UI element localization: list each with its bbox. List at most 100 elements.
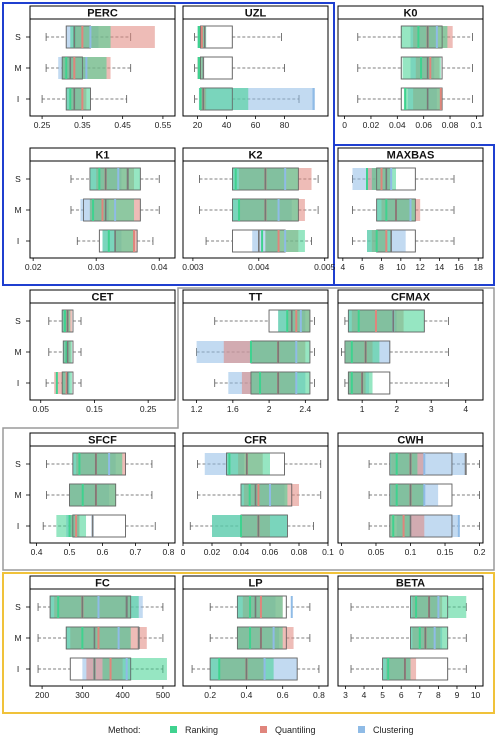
group-outlines	[2, 2, 495, 714]
x-tick-label: 0.15	[86, 404, 103, 414]
x-tick-label: 40	[222, 120, 232, 130]
panel-k0: K0 0 0.02 0.04 0.06 0.08 0.1	[337, 5, 484, 130]
x-tick-label: 0	[339, 547, 344, 557]
ranking-range	[371, 168, 396, 190]
plot-frame	[29, 302, 176, 401]
row-label: M	[14, 205, 21, 215]
ranking-range	[389, 453, 418, 475]
legend-swatch	[358, 726, 365, 733]
ranking-range	[250, 341, 310, 363]
ranking-range	[344, 341, 380, 363]
x-tick-label: 20	[193, 120, 203, 130]
x-tick-label: 80	[280, 120, 290, 130]
x-tick-label: 16	[454, 262, 464, 272]
iqr-outline	[400, 25, 443, 49]
ranking-range	[62, 57, 107, 79]
row-label: I	[17, 521, 19, 531]
row-label: S	[15, 459, 21, 469]
panel-uzl: UZL 20 40 60 80	[182, 5, 329, 130]
x-tick-label: 0.02	[204, 547, 221, 557]
x-tick-label: 2	[394, 404, 399, 414]
iqr-outline	[209, 657, 298, 681]
panel-fc: FC S M I 200 300 400 500	[14, 575, 176, 700]
panel-title: CFMAX	[391, 292, 431, 304]
panel-title: CET	[92, 292, 114, 304]
panel-k2: K2 0.003 0.004 0.005	[182, 147, 336, 272]
x-tick-label: 12	[415, 262, 425, 272]
ranking-range	[69, 484, 116, 506]
panel-title: SFCF	[88, 435, 117, 447]
iqr-outline	[199, 56, 233, 80]
row-label: M	[14, 347, 21, 357]
x-tick-label: 0.04	[389, 120, 406, 130]
ranking-range	[389, 484, 425, 506]
panel-cfr: CFR 0 0.02 0.04 0.06 0.08 0.1	[181, 432, 334, 557]
panel-beta: BETA 3 4 5 6 7 8 9 10	[337, 575, 484, 700]
iqr-outline	[98, 229, 138, 253]
iqr-outline	[83, 198, 141, 222]
x-tick-label: 3	[343, 690, 348, 700]
panel-k1: K1 S M I 0.02 0.03 0.04	[14, 147, 176, 272]
x-tick-label: 0.4	[241, 690, 253, 700]
panel-tt: TT 1.2 1.6 2 2.4	[182, 289, 329, 414]
x-tick-label: 0.6	[97, 547, 109, 557]
ranking-range	[210, 658, 274, 680]
panel-title: PERC	[87, 8, 118, 20]
ranking-range	[382, 658, 411, 680]
legend-title: Method:	[108, 725, 141, 735]
x-tick-label: 0.1	[322, 547, 334, 557]
x-tick-label: 400	[116, 690, 130, 700]
x-tick-label: 0	[342, 120, 347, 130]
panel-title: TT	[249, 292, 263, 304]
x-tick-label: 4	[340, 262, 345, 272]
x-tick-label: 4	[362, 690, 367, 700]
iqr-outline	[382, 657, 449, 681]
x-tick-label: 6	[360, 262, 365, 272]
iqr-outline	[65, 87, 91, 111]
ranking-range	[401, 26, 448, 48]
panel-title: K1	[95, 150, 109, 162]
iqr-outline	[389, 514, 453, 538]
iqr-outline	[389, 452, 453, 476]
row-label: S	[15, 32, 21, 42]
ranking-range	[62, 310, 71, 332]
x-tick-label: 0.06	[262, 547, 279, 557]
x-tick-label: 6	[399, 690, 404, 700]
x-tick-label: 0.02	[363, 120, 380, 130]
x-tick-label: 0.15	[437, 547, 454, 557]
iqr-outline	[49, 595, 132, 619]
ranking-range	[89, 199, 135, 221]
x-tick-label: 0.08	[291, 547, 308, 557]
legend-swatch	[170, 726, 177, 733]
iqr-outline	[69, 657, 132, 681]
legend-swatch	[260, 726, 267, 733]
x-tick-label: 2.4	[299, 404, 311, 414]
panel-cwh: CWH 0 0.05 0.1 0.15 0.2	[337, 432, 486, 557]
ranking-range	[226, 453, 270, 475]
x-tick-label: 4	[463, 404, 468, 414]
iqr-outline	[344, 340, 391, 364]
panel-title: CWH	[397, 435, 423, 447]
x-tick-label: 0.004	[248, 262, 270, 272]
iqr-outline	[226, 452, 285, 476]
x-tick-label: 1.2	[191, 404, 203, 414]
x-tick-label: 0.04	[233, 547, 250, 557]
ranking-range	[102, 230, 135, 252]
x-tick-label: 60	[251, 120, 261, 130]
x-tick-label: 0.1	[470, 120, 482, 130]
x-tick-label: 0.005	[314, 262, 336, 272]
x-tick-label: 7	[417, 690, 422, 700]
ranking-range	[89, 168, 141, 190]
x-tick-label: 0.06	[415, 120, 432, 130]
x-tick-label: 0.8	[162, 547, 174, 557]
panel-title: CFR	[244, 435, 267, 447]
panel-cet: CET S M I 0.05 0.15 0.25	[14, 289, 176, 414]
panel-title: K2	[248, 150, 262, 162]
x-tick-label: 18	[473, 262, 483, 272]
x-tick-label: 0.45	[114, 120, 131, 130]
panel-cfmax: CFMAX 1 2 3 4	[337, 289, 484, 414]
x-tick-label: 0.6	[277, 690, 289, 700]
x-tick-label: 0.25	[34, 120, 51, 130]
iqr-outline	[61, 56, 83, 80]
